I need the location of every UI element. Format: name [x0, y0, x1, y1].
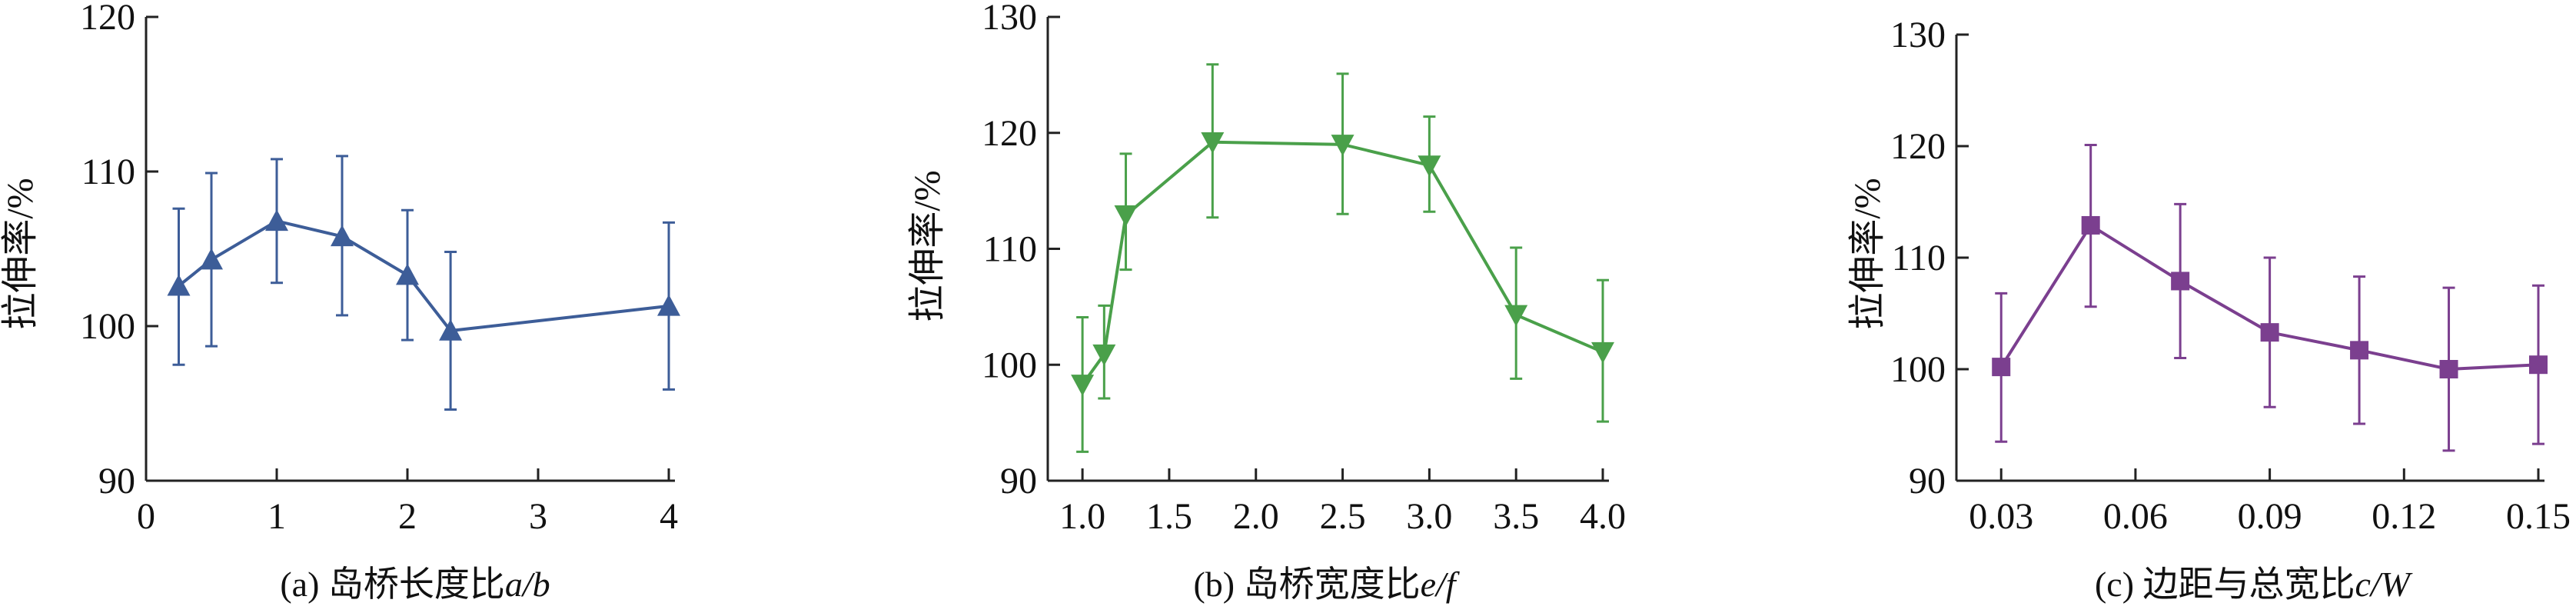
y-tick-label: 100: [982, 345, 1037, 385]
y-tick-label: 110: [983, 229, 1037, 270]
x-tick-label: 1.0: [1059, 496, 1105, 537]
panel-a: 90 100 110 120 0 1 2 3 4 拉伸率/% (a) 岛桥长度比a/b: [0, 0, 680, 604]
y-tick-label: 120: [80, 0, 135, 38]
y-tick-label: 120: [982, 113, 1037, 154]
data-point-marker: [1201, 132, 1225, 154]
data-point-marker: [2529, 355, 2548, 375]
data-point-marker: [2171, 272, 2190, 291]
x-tick-label: 2.5: [1320, 496, 1366, 537]
data-point-marker: [1114, 205, 1138, 227]
panel-b-plot: 90 100 110 120 130 1.0 1.5 2.0 2.5 3.0 3.5 4.0 拉伸率/%: [907, 0, 1626, 537]
y-tick-label: 130: [1890, 15, 1946, 55]
panel-b: 90 100 110 120 130 1.0 1.5 2.0 2.5 3.0 3.5 4.0 拉伸率/%…: [907, 0, 1626, 604]
data-point-marker: [2350, 341, 2369, 360]
y-tick-label: 100: [1890, 349, 1946, 390]
x-tick-label: 3.0: [1406, 496, 1452, 537]
data-point-marker: [657, 294, 680, 316]
x-tick-label: 2.0: [1233, 496, 1279, 537]
x-tick-label: 2: [398, 496, 417, 537]
y-tick-label: 90: [1000, 461, 1037, 501]
panel-c-caption: (c) 边距与总宽比c/W: [2095, 565, 2413, 604]
x-tick-label: 4.0: [1580, 496, 1626, 537]
x-tick-label: 0.09: [2238, 496, 2302, 537]
panel-a-caption: (a) 岛桥长度比a/b: [280, 565, 550, 604]
y-tick-label: 120: [1890, 126, 1946, 167]
y-tick-label: 110: [81, 152, 135, 192]
x-tick-label: 0: [137, 496, 155, 537]
series-line: [1081, 140, 1604, 386]
x-tick-label: 1: [268, 496, 286, 537]
data-point-marker: [2260, 323, 2279, 342]
x-tick-label: 0.06: [2103, 496, 2168, 537]
x-tick-label: 3: [529, 496, 547, 537]
data-point-marker: [396, 263, 419, 285]
x-tick-label: 0.12: [2372, 496, 2436, 537]
data-point-marker: [2081, 215, 2100, 235]
y-tick-label: 110: [1892, 238, 1946, 278]
y-tick-label: 130: [982, 0, 1037, 38]
y-axis-label: 拉伸率/%: [907, 170, 948, 321]
data-point-marker: [1071, 375, 1095, 396]
x-tick-label: 1.5: [1146, 496, 1192, 537]
panel-a-plot: 90 100 110 120 0 1 2 3 4 拉伸率/%: [0, 0, 680, 537]
x-tick-label: 0.15: [2506, 496, 2571, 537]
data-point-marker: [1992, 358, 2011, 377]
panel-c-plot: 90 100 110 120 130 0.03 0.06 0.09 0.12 0.15 拉伸率/%: [1847, 15, 2571, 537]
x-tick-label: 3.5: [1493, 496, 1539, 537]
data-point-marker: [1591, 341, 1614, 364]
data-point-marker: [1331, 135, 1354, 156]
x-tick-label: 4: [660, 496, 678, 537]
data-point-marker: [265, 209, 288, 232]
data-point-marker: [1092, 344, 1116, 366]
y-axis-label: 拉伸率/%: [0, 178, 41, 329]
data-point-marker: [200, 248, 223, 270]
data-point-marker: [2439, 360, 2458, 378]
series-line: [178, 219, 670, 333]
data-point-marker: [439, 319, 463, 341]
data-point-marker: [167, 274, 191, 296]
data-point-marker: [331, 225, 354, 247]
y-tick-label: 90: [98, 461, 135, 501]
panel-b-caption: (b) 岛桥宽度比e/f: [1193, 565, 1460, 604]
data-point-marker: [1504, 305, 1528, 327]
x-tick-label: 0.03: [1969, 496, 2033, 537]
y-tick-label: 100: [80, 306, 135, 347]
y-axis-label: 拉伸率/%: [1847, 178, 1888, 329]
y-tick-label: 90: [1909, 461, 1946, 501]
data-point-marker: [1418, 155, 1441, 177]
